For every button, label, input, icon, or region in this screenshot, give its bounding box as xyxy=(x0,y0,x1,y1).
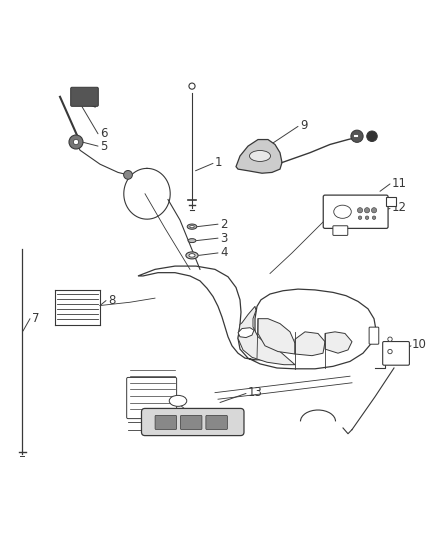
Circle shape xyxy=(365,216,369,220)
Text: 10: 10 xyxy=(412,338,427,351)
Circle shape xyxy=(69,135,83,149)
Text: 9: 9 xyxy=(300,119,307,132)
Polygon shape xyxy=(295,332,325,356)
Text: 1: 1 xyxy=(215,156,223,169)
Ellipse shape xyxy=(190,225,194,228)
Text: 7: 7 xyxy=(32,312,39,325)
Text: 5: 5 xyxy=(100,140,107,152)
Text: 6: 6 xyxy=(100,127,107,140)
Polygon shape xyxy=(238,328,254,337)
Ellipse shape xyxy=(186,252,198,259)
Circle shape xyxy=(372,216,376,220)
Text: 3: 3 xyxy=(220,232,227,245)
FancyBboxPatch shape xyxy=(383,342,410,365)
Ellipse shape xyxy=(250,150,271,161)
Polygon shape xyxy=(138,266,376,369)
Circle shape xyxy=(189,83,195,89)
Text: 4: 4 xyxy=(220,246,227,260)
FancyBboxPatch shape xyxy=(333,226,348,236)
Polygon shape xyxy=(236,140,282,173)
Circle shape xyxy=(351,130,363,142)
Ellipse shape xyxy=(189,254,195,257)
Ellipse shape xyxy=(334,205,351,219)
FancyBboxPatch shape xyxy=(155,415,177,430)
Circle shape xyxy=(364,208,370,213)
Circle shape xyxy=(358,216,362,220)
Circle shape xyxy=(371,208,377,213)
FancyBboxPatch shape xyxy=(323,195,388,229)
FancyBboxPatch shape xyxy=(206,415,227,430)
Text: 2: 2 xyxy=(220,217,227,231)
Polygon shape xyxy=(325,332,352,353)
FancyBboxPatch shape xyxy=(127,377,177,418)
Circle shape xyxy=(367,131,377,141)
FancyBboxPatch shape xyxy=(369,327,379,344)
FancyBboxPatch shape xyxy=(180,415,202,430)
Polygon shape xyxy=(238,306,295,365)
Circle shape xyxy=(357,208,363,213)
Circle shape xyxy=(124,171,132,179)
Circle shape xyxy=(74,139,79,144)
Ellipse shape xyxy=(169,395,187,406)
Text: 13: 13 xyxy=(248,386,263,399)
Text: 11: 11 xyxy=(392,176,407,190)
FancyBboxPatch shape xyxy=(141,408,244,435)
Polygon shape xyxy=(258,319,295,354)
Ellipse shape xyxy=(187,224,197,229)
FancyBboxPatch shape xyxy=(71,87,98,107)
Text: 12: 12 xyxy=(392,201,407,214)
Ellipse shape xyxy=(188,239,196,243)
Circle shape xyxy=(388,349,392,354)
Circle shape xyxy=(388,337,392,342)
Polygon shape xyxy=(386,197,396,206)
Text: 8: 8 xyxy=(108,294,115,307)
